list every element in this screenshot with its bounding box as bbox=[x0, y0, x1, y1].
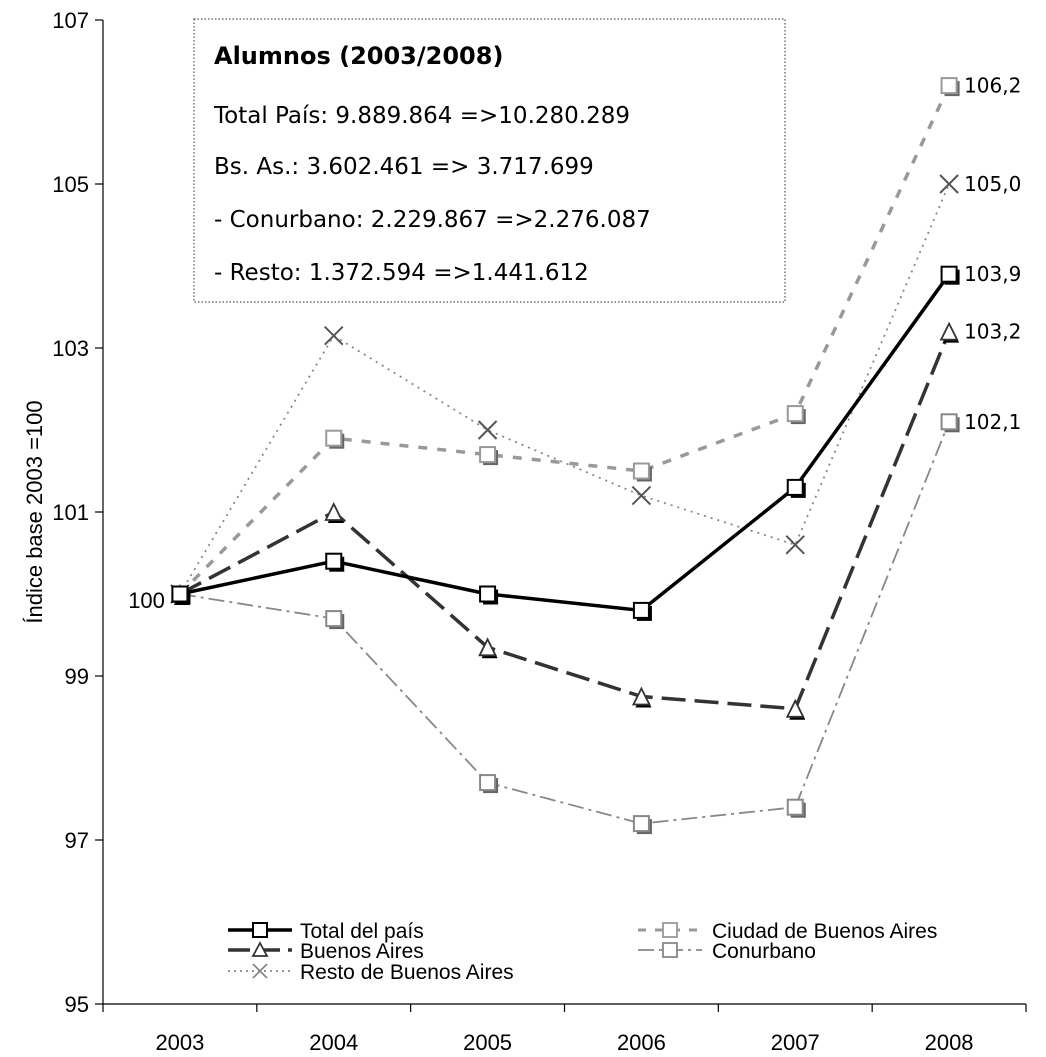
point-total-del-pais-2006 bbox=[632, 601, 650, 619]
point-buenos-aires-2005 bbox=[478, 637, 498, 657]
legend-item-resto: Resto de Buenos Aires bbox=[228, 961, 514, 984]
point-total-del-pais-2007 bbox=[786, 478, 804, 496]
point-resto-de-buenos-aires-2006 bbox=[631, 485, 652, 506]
legend-label-resto: Resto de Buenos Aires bbox=[300, 961, 514, 984]
annotation-box-frame bbox=[193, 18, 786, 303]
legend-label-total: Total del país bbox=[300, 920, 424, 943]
point-resto-de-buenos-aires-2007 bbox=[785, 535, 805, 555]
point-buenos-aires-2006 bbox=[631, 686, 651, 706]
point-total-del-pais-2004 bbox=[325, 552, 343, 570]
y-tick-label-97: 97 bbox=[65, 828, 89, 853]
series-layer bbox=[170, 77, 960, 835]
legend-label-buenos-aires: Buenos Aires bbox=[300, 940, 424, 963]
point-resto-de-buenos-aires-2008 bbox=[939, 174, 959, 194]
legend-item-total: Total del país bbox=[228, 920, 424, 943]
end-label-resto-de-buenos-aires: 105,0 bbox=[964, 172, 1021, 196]
end-labels: 102,1 105,0 106,2 103,2 103,9 100 bbox=[128, 74, 1021, 613]
point-total-del-pais-2003 bbox=[171, 585, 189, 603]
y-axis-title: Índice base 2003 =100 bbox=[22, 400, 47, 623]
series-line-buenos-aires bbox=[179, 330, 951, 711]
series-conurbano bbox=[171, 413, 960, 835]
point-buenos-aires-2008 bbox=[939, 321, 959, 341]
point-ciudad-de-buenos-aires-2005 bbox=[479, 446, 497, 464]
series-line-conurbano bbox=[179, 421, 950, 825]
x-tick-label-2006: 2006 bbox=[617, 1030, 666, 1055]
legend-marker-ciudad bbox=[662, 922, 678, 938]
axes: 95 97 99 101 103 105 107 2003 2004 2005 2006 2007 20… bbox=[22, 8, 1027, 1055]
point-ciudad-de-buenos-aires-2006 bbox=[632, 462, 650, 480]
legend-label-ciudad: Ciudad de Buenos Aires bbox=[712, 920, 937, 943]
y-tick-label-105: 105 bbox=[52, 172, 89, 197]
legend-marker-buenos-aires bbox=[251, 941, 269, 957]
y-tick-label-95: 95 bbox=[65, 992, 89, 1017]
point-total-del-pais-2008 bbox=[940, 265, 958, 283]
series-total-del-pais bbox=[171, 265, 960, 621]
point-conurbano-2006 bbox=[632, 815, 650, 833]
point-ciudad-de-buenos-aires-2004 bbox=[325, 429, 343, 447]
point-ciudad-de-buenos-aires-2008 bbox=[940, 77, 958, 95]
series-line-resto-de-buenos-aires bbox=[179, 183, 950, 595]
end-label-buenos-aires: 103,2 bbox=[964, 320, 1021, 344]
point-resto-de-buenos-aires-2004 bbox=[324, 325, 344, 346]
point-ciudad-de-buenos-aires-2007 bbox=[786, 405, 804, 423]
x-tick-label-2005: 2005 bbox=[463, 1030, 512, 1055]
start-value-label: 100 bbox=[128, 588, 165, 613]
y-tick-label-99: 99 bbox=[65, 664, 89, 689]
legend-marker-total bbox=[252, 922, 268, 938]
legend-item-ciudad: Ciudad de Buenos Aires bbox=[638, 920, 937, 943]
point-conurbano-2005 bbox=[479, 774, 497, 792]
annotation-line-2: Bs. As.: 3.602.461 => 3.717.699 bbox=[214, 154, 594, 180]
point-total-del-pais-2005 bbox=[479, 585, 497, 603]
annotation-box: Alumnos (2003/2008) Total País: 9.889.86… bbox=[193, 18, 786, 303]
series-buenos-aires bbox=[170, 321, 960, 720]
point-buenos-aires-2007 bbox=[785, 698, 805, 718]
legend-item-buenos-aires: Buenos Aires bbox=[228, 940, 424, 963]
y-tick-label-101: 101 bbox=[52, 500, 89, 525]
legend-marker-conurbano bbox=[662, 942, 678, 958]
x-tick-label-2008: 2008 bbox=[925, 1030, 974, 1055]
annotation-box-title: Alumnos (2003/2008) bbox=[214, 42, 503, 70]
annotation-line-1: Total País: 9.889.864 =>10.280.289 bbox=[213, 103, 630, 129]
point-conurbano-2007 bbox=[786, 798, 804, 816]
legend-marker-resto bbox=[252, 963, 268, 979]
series-line-total-del-pais bbox=[179, 273, 951, 613]
point-resto-de-buenos-aires-2005 bbox=[477, 420, 498, 440]
point-buenos-aires-2004 bbox=[324, 501, 344, 521]
legend-item-conurbano: Conurbano bbox=[638, 940, 816, 963]
x-tick-label-2003: 2003 bbox=[155, 1030, 204, 1055]
x-tick-label-2004: 2004 bbox=[309, 1030, 358, 1055]
end-label-conurbano: 102,1 bbox=[964, 410, 1021, 434]
annotation-line-3: - Conurbano: 2.229.867 =>2.276.087 bbox=[214, 207, 651, 233]
end-label-ciudad-de-buenos-aires: 106,2 bbox=[964, 74, 1021, 98]
legend-label-conurbano: Conurbano bbox=[712, 940, 816, 963]
end-label-total-del-pais: 103,9 bbox=[964, 262, 1021, 286]
point-conurbano-2008 bbox=[940, 413, 958, 431]
annotation-line-4: - Resto: 1.372.594 =>1.441.612 bbox=[214, 260, 589, 286]
y-tick-label-107: 107 bbox=[52, 8, 89, 33]
legend: Total del país Buenos Aires Resto de Bue… bbox=[228, 920, 937, 984]
y-tick-label-103: 103 bbox=[52, 336, 89, 361]
x-tick-label-2007: 2007 bbox=[771, 1030, 820, 1055]
point-conurbano-2004 bbox=[325, 610, 343, 628]
